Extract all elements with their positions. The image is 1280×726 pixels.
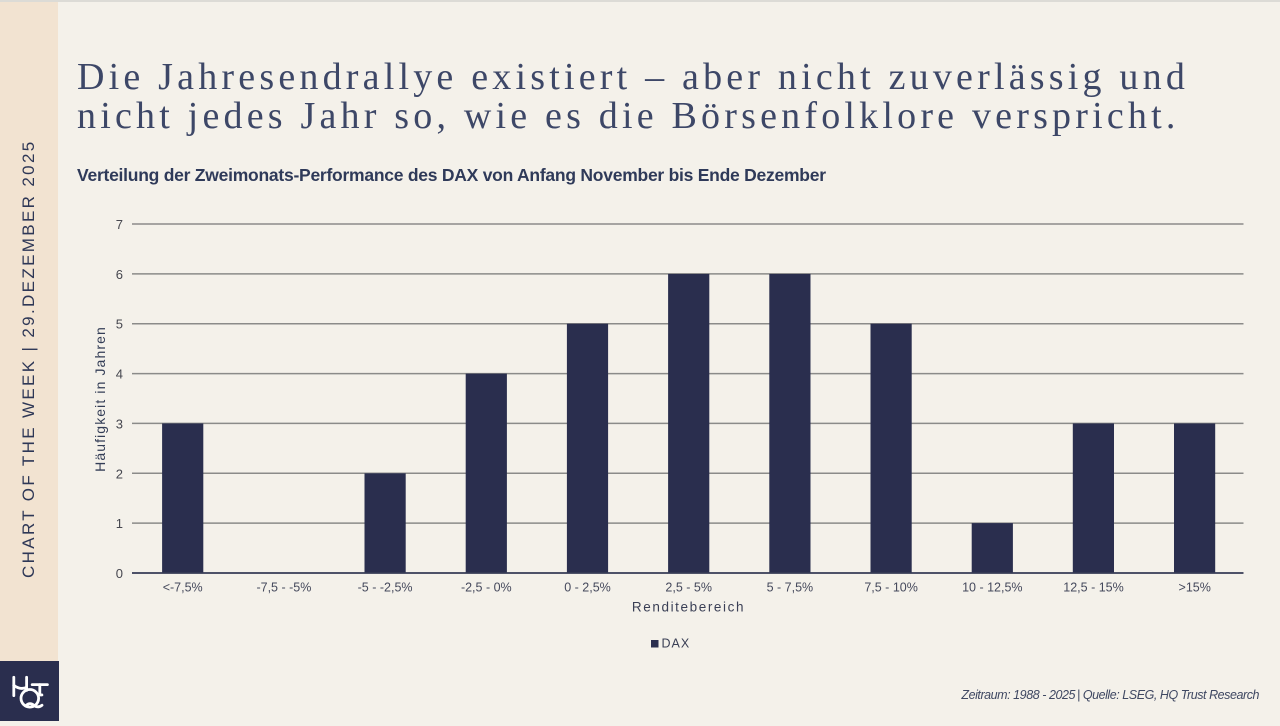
svg-text:2: 2	[116, 466, 123, 481]
svg-text:2,5 - 5%: 2,5 - 5%	[665, 581, 712, 595]
svg-text:<-7,5%: <-7,5%	[163, 581, 203, 595]
svg-text:7,5 - 10%: 7,5 - 10%	[864, 581, 918, 595]
svg-text:3: 3	[116, 416, 123, 431]
svg-text:0: 0	[116, 566, 123, 581]
svg-text:-2,5 - 0%: -2,5 - 0%	[461, 581, 512, 595]
svg-text:5 - 7,5%: 5 - 7,5%	[767, 581, 814, 595]
svg-text:5: 5	[116, 317, 123, 332]
svg-text:1: 1	[116, 516, 123, 531]
svg-text:>15%: >15%	[1179, 581, 1211, 595]
svg-text:-7,5 - -5%: -7,5 - -5%	[256, 581, 311, 595]
svg-text:12,5 - 15%: 12,5 - 15%	[1063, 581, 1123, 595]
svg-text:Renditebereich: Renditebereich	[632, 600, 745, 615]
svg-text:0 - 2,5%: 0 - 2,5%	[564, 581, 611, 595]
svg-text:6: 6	[116, 267, 123, 282]
svg-text:10 - 12,5%: 10 - 12,5%	[962, 581, 1022, 595]
svg-text:Häufigkeit in Jahren: Häufigkeit in Jahren	[92, 326, 108, 472]
svg-text:-5 - -2,5%: -5 - -2,5%	[358, 581, 413, 595]
svg-text:DAX: DAX	[662, 637, 691, 651]
svg-text:7: 7	[116, 217, 123, 232]
svg-text:4: 4	[116, 367, 123, 382]
